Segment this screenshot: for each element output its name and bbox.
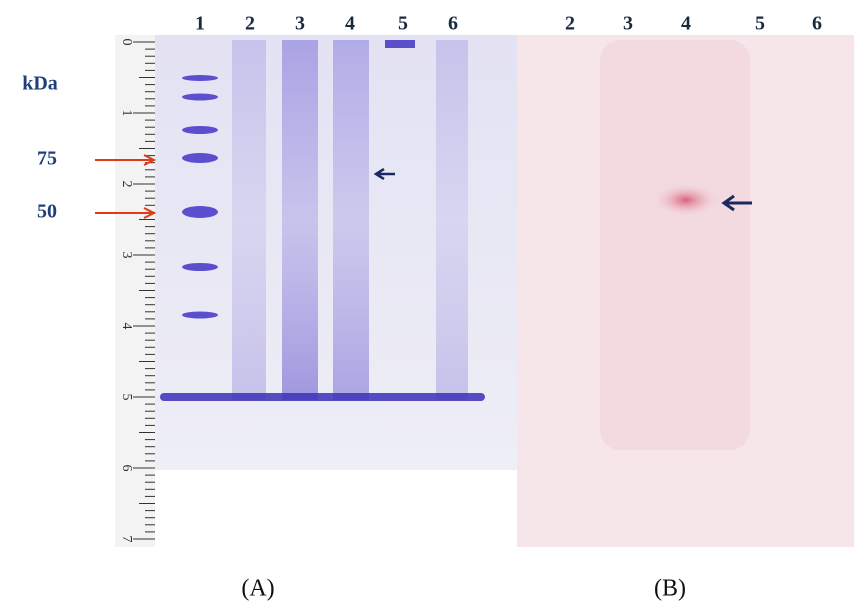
lane-label: 4 [345, 13, 355, 35]
ruler-label: 6 [119, 465, 134, 472]
lane-label: 3 [623, 13, 633, 35]
lane-label: 3 [295, 13, 305, 35]
ruler-label: 2 [119, 181, 134, 188]
lane-label: 4 [681, 13, 691, 35]
lane-label: 6 [812, 13, 822, 35]
western-band [654, 184, 718, 216]
ruler-label: 1 [119, 110, 134, 117]
ruler-label: 0 [119, 39, 134, 46]
lane-label: 5 [755, 13, 765, 35]
ruler-label: 3 [119, 252, 134, 259]
lane-label: 6 [448, 13, 458, 35]
ruler-label: 4 [119, 323, 134, 330]
caption: (A) [241, 576, 274, 602]
lane-label: 2 [245, 13, 255, 35]
membrane-smear [600, 40, 750, 450]
lane-label: 1 [195, 13, 205, 35]
ruler-label: 7 [119, 536, 134, 543]
marker-label: 50 [37, 201, 57, 223]
marker-label: 75 [37, 148, 57, 170]
lane-label: 2 [565, 13, 575, 35]
ruler-label: 5 [119, 394, 134, 401]
dye-front [160, 393, 485, 401]
lane-label: 5 [398, 13, 408, 35]
page: kDa 75 50 (A) (B) 1234562345601234567 ((… [0, 0, 854, 609]
caption: (B) [654, 576, 686, 602]
unit-label: kDa [22, 73, 58, 95]
gel-figure: kDa 75 50 (A) (B) 1 2 3 4 5 6 2 3 4 5 6 0 1 2 3 4 5 6 7 [0, 0, 854, 609]
